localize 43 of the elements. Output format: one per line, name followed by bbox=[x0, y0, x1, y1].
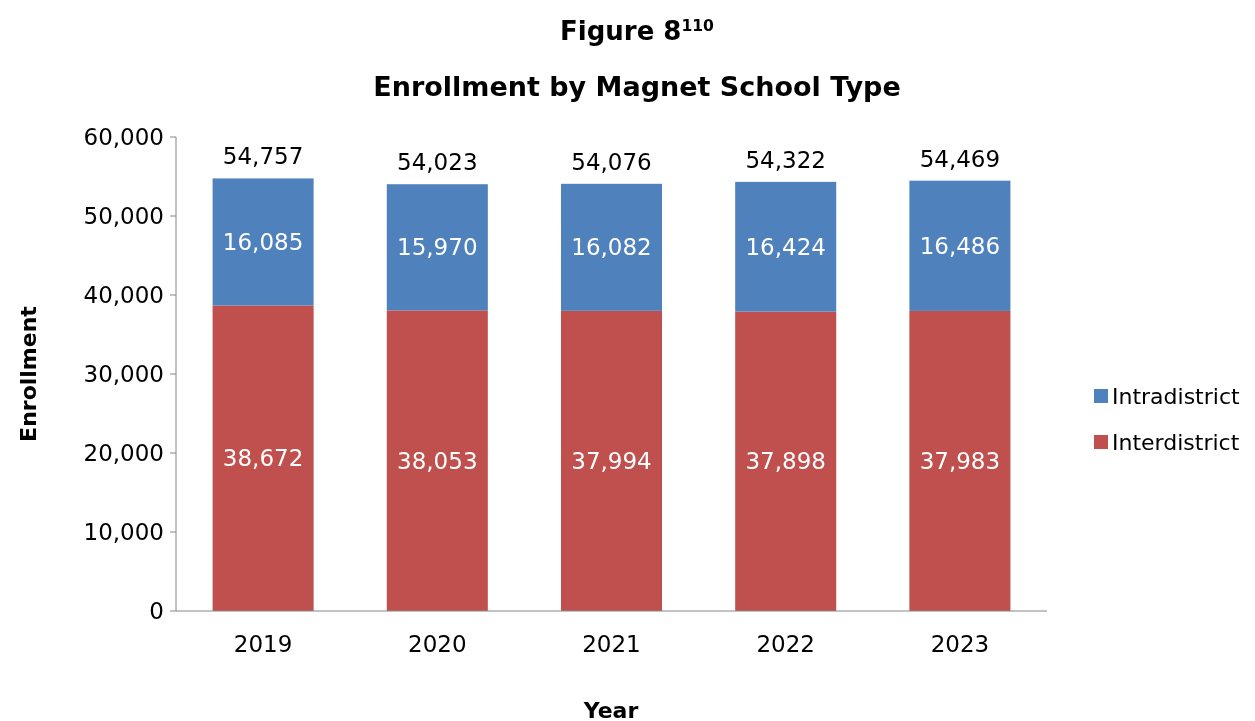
total-label: 54,322 bbox=[745, 146, 826, 173]
bar bbox=[212, 305, 314, 611]
chart-title: Figure 8$^{110}$ bbox=[560, 16, 715, 46]
bar bbox=[386, 310, 488, 611]
y-tick-label: 40,000 bbox=[83, 282, 164, 309]
bar bbox=[560, 310, 663, 611]
y-tick-label: 20,000 bbox=[83, 440, 164, 467]
total-label: 54,023 bbox=[397, 149, 478, 176]
total-label: 54,757 bbox=[222, 143, 304, 170]
data-label: 37,994 bbox=[571, 447, 652, 474]
data-label: 37,898 bbox=[745, 448, 826, 475]
y-tick-label: 30,000 bbox=[83, 361, 164, 388]
bar bbox=[735, 181, 837, 312]
data-label: 38,672 bbox=[222, 445, 304, 472]
data-label: 16,082 bbox=[571, 234, 652, 261]
x-axis-title: Year bbox=[582, 698, 639, 721]
chart-subtitle: Enrollment by Magnet School Type bbox=[373, 71, 901, 102]
legend-label: Interdistrict bbox=[1112, 429, 1240, 455]
x-tick-label: 2019 bbox=[233, 631, 293, 657]
data-label: 37,983 bbox=[919, 448, 1001, 475]
total-label: 54,469 bbox=[919, 145, 1001, 172]
data-label: 16,424 bbox=[745, 233, 826, 260]
bar bbox=[909, 180, 1011, 311]
bar bbox=[386, 184, 488, 311]
total-label: 54,076 bbox=[571, 148, 652, 175]
data-label: 16,085 bbox=[222, 229, 304, 256]
x-tick-label: 2021 bbox=[582, 631, 641, 657]
bar bbox=[560, 183, 663, 311]
y-axis-title: Enrollment bbox=[16, 305, 41, 442]
y-tick-label: 60,000 bbox=[83, 124, 164, 151]
x-tick-label: 2022 bbox=[756, 631, 815, 657]
x-tick-label: 2020 bbox=[408, 631, 467, 657]
x-tick-label: 2023 bbox=[930, 631, 990, 657]
bar bbox=[212, 178, 314, 306]
data-label: 15,970 bbox=[397, 234, 478, 261]
data-label: 38,053 bbox=[397, 447, 478, 474]
y-tick-label: 0 bbox=[149, 598, 164, 625]
legend-label: Intradistrict bbox=[1112, 383, 1240, 409]
y-tick-label: 50,000 bbox=[83, 203, 164, 230]
bar bbox=[909, 310, 1011, 611]
bar bbox=[735, 311, 837, 611]
data-label: 16,486 bbox=[919, 232, 1001, 259]
y-tick-label: 10,000 bbox=[83, 519, 164, 546]
